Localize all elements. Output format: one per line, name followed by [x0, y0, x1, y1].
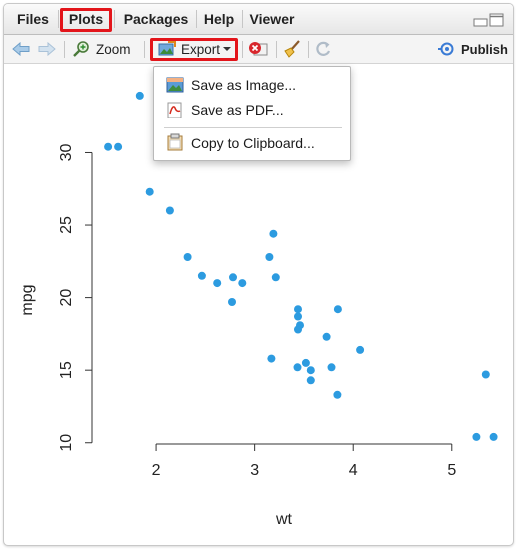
tab-help[interactable]: Help	[203, 11, 235, 27]
publish-button[interactable]: Publish	[438, 35, 508, 63]
data-point	[104, 142, 113, 151]
y-axis-label: mpg	[19, 284, 36, 315]
data-point	[145, 187, 154, 196]
plots-pane: Files Plots Packages Help Viewer	[3, 3, 514, 546]
refresh-icon	[316, 41, 331, 56]
x-tick-label: 5	[447, 462, 456, 479]
refresh-button[interactable]	[314, 35, 332, 63]
menu-item-label: Save as Image...	[191, 77, 297, 93]
pdf-icon	[167, 102, 182, 118]
data-point	[165, 206, 174, 215]
data-point	[306, 376, 315, 385]
export-dropdown-menu: Save as Image... Save as PDF... Copy to …	[153, 66, 351, 161]
data-point	[301, 358, 310, 367]
tab-separator	[242, 10, 243, 28]
data-point	[114, 142, 123, 151]
data-point	[333, 305, 342, 314]
data-point	[293, 363, 302, 372]
zoom-label: Zoom	[96, 41, 131, 57]
remove-plot-icon	[249, 42, 268, 56]
tab-files[interactable]: Files	[17, 11, 49, 27]
tab-viewer[interactable]: Viewer	[249, 11, 295, 27]
x-axis-ticks: 2 3 4 5	[152, 444, 456, 479]
toolbar-separator	[242, 41, 243, 58]
y-tick-label: 10	[58, 434, 75, 452]
toolbar-separator	[64, 41, 65, 58]
broom-icon	[284, 40, 300, 58]
tab-separator	[58, 10, 59, 28]
data-point	[294, 312, 302, 321]
tab-plots[interactable]: Plots	[68, 11, 104, 27]
data-point	[228, 298, 236, 306]
clear-all-plots-button[interactable]	[282, 35, 302, 63]
export-icon	[158, 41, 176, 56]
data-point	[472, 432, 481, 441]
zoom-icon	[73, 41, 89, 57]
data-point	[267, 354, 276, 363]
data-point	[269, 229, 278, 238]
forward-button[interactable]	[38, 35, 56, 63]
export-label: Export	[181, 41, 221, 57]
menu-item-save-as-image[interactable]: Save as Image...	[154, 73, 350, 97]
data-point	[135, 91, 144, 100]
zoom-button[interactable]: Zoom	[72, 35, 131, 63]
x-tick-label: 2	[152, 462, 161, 479]
toolbar-separator	[276, 41, 277, 58]
data-points	[104, 91, 498, 441]
toolbar-separator	[144, 41, 145, 58]
image-icon	[166, 77, 184, 93]
data-point	[481, 370, 490, 379]
chevron-down-icon	[223, 47, 232, 51]
clipboard-icon	[167, 133, 183, 151]
publish-icon	[438, 42, 454, 56]
tab-separator	[196, 10, 197, 28]
x-tick-label: 3	[250, 462, 259, 479]
tab-packages[interactable]: Packages	[123, 11, 189, 27]
data-point	[306, 366, 315, 375]
menu-item-save-as-pdf[interactable]: Save as PDF...	[154, 98, 350, 122]
window-controls	[473, 13, 505, 32]
data-point	[238, 279, 247, 288]
menu-separator	[164, 127, 342, 128]
data-point	[489, 432, 498, 441]
data-point	[265, 253, 274, 261]
data-point	[333, 390, 342, 399]
y-axis-ticks: 10 15 20 25 30	[58, 143, 92, 452]
y-tick-label: 25	[58, 216, 75, 234]
publish-label: Publish	[461, 41, 508, 57]
toolbar-separator	[308, 41, 309, 58]
data-point	[327, 363, 336, 372]
plot-area: 2 3 4 5 10 15 20 25 30 wt mpg	[19, 91, 498, 528]
tab-separator	[114, 10, 115, 28]
maximize-pane-icon[interactable]	[489, 13, 504, 27]
export-button[interactable]: Export	[158, 35, 232, 63]
menu-item-label: Save as PDF...	[191, 102, 284, 118]
data-point	[197, 271, 206, 280]
data-point	[229, 273, 237, 282]
data-point	[356, 345, 365, 354]
back-arrow-icon	[12, 42, 30, 56]
data-point	[322, 332, 331, 341]
data-point	[183, 253, 192, 261]
data-point	[294, 325, 302, 334]
y-tick-label: 20	[58, 289, 75, 307]
x-axis-label: wt	[275, 511, 293, 528]
data-point	[213, 279, 222, 288]
y-tick-label: 30	[58, 143, 75, 161]
data-point	[294, 305, 302, 314]
minimize-pane-icon[interactable]	[473, 18, 488, 27]
forward-arrow-icon	[38, 42, 56, 56]
y-tick-label: 15	[58, 361, 75, 379]
plots-toolbar: Zoom Export	[4, 35, 513, 64]
data-point	[271, 273, 280, 282]
remove-plot-button[interactable]	[248, 35, 268, 63]
menu-item-label: Copy to Clipboard...	[191, 135, 315, 151]
x-tick-label: 4	[349, 462, 358, 479]
menu-item-copy-to-clipboard[interactable]: Copy to Clipboard...	[154, 131, 350, 155]
back-button[interactable]	[12, 35, 30, 63]
